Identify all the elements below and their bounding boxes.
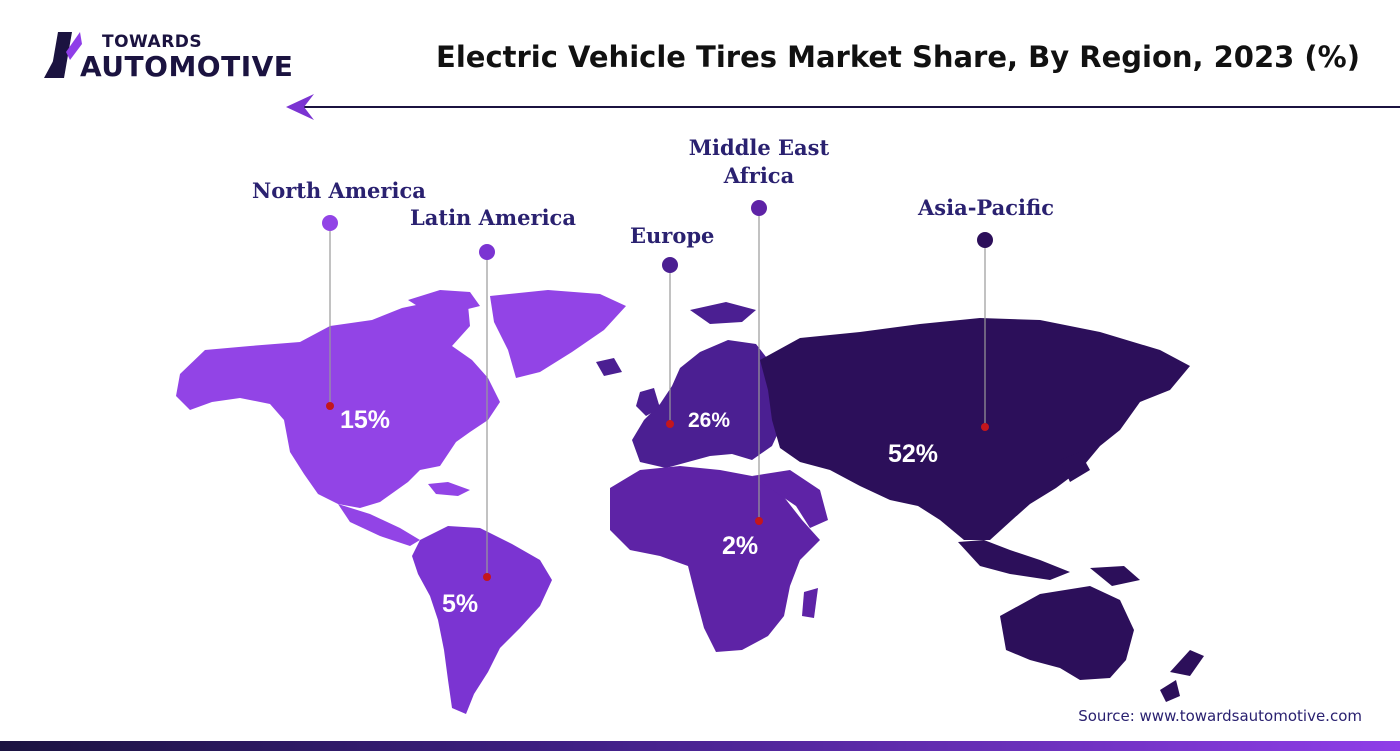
value-middle-east-africa: 2%	[722, 532, 759, 560]
bottom-accent-bar	[0, 741, 1400, 751]
source-note: Source: www.towardsautomotive.com	[1078, 707, 1362, 725]
label-middle-east-africa: Middle East Africa	[686, 134, 832, 191]
label-north-america: North America	[252, 178, 426, 203]
page-title: Electric Vehicle Tires Market Share, By …	[436, 40, 1360, 74]
value-europe: 26%	[688, 409, 731, 432]
label-latin-america: Latin America	[410, 205, 576, 230]
leader-latin-america	[479, 244, 495, 581]
leader-asia-pacific	[977, 232, 993, 431]
region-middle-east-africa	[610, 466, 828, 652]
label-europe: Europe	[630, 223, 715, 248]
title-divider-arrow	[286, 94, 1400, 120]
brand-logo: TOWARDS AUTOMOTIVE	[36, 30, 296, 86]
value-north-america: 15%	[340, 406, 391, 434]
region-europe	[596, 302, 784, 468]
region-asia-pacific	[760, 318, 1204, 702]
logo-line-2: AUTOMOTIVE	[80, 50, 294, 83]
logo-line-1: TOWARDS	[102, 32, 203, 52]
leader-north-america	[322, 215, 338, 410]
value-latin-america: 5%	[442, 590, 479, 618]
value-asia-pacific: 52%	[888, 440, 939, 468]
logo-mark-icon	[44, 32, 82, 78]
region-latin-america	[412, 526, 552, 714]
leader-middle-east-africa	[751, 200, 767, 525]
label-middle-east-africa-text: Middle East Africa	[688, 135, 830, 189]
label-asia-pacific: Asia-Pacific	[918, 195, 1055, 220]
region-north-america	[176, 290, 626, 546]
leader-europe	[662, 257, 678, 428]
